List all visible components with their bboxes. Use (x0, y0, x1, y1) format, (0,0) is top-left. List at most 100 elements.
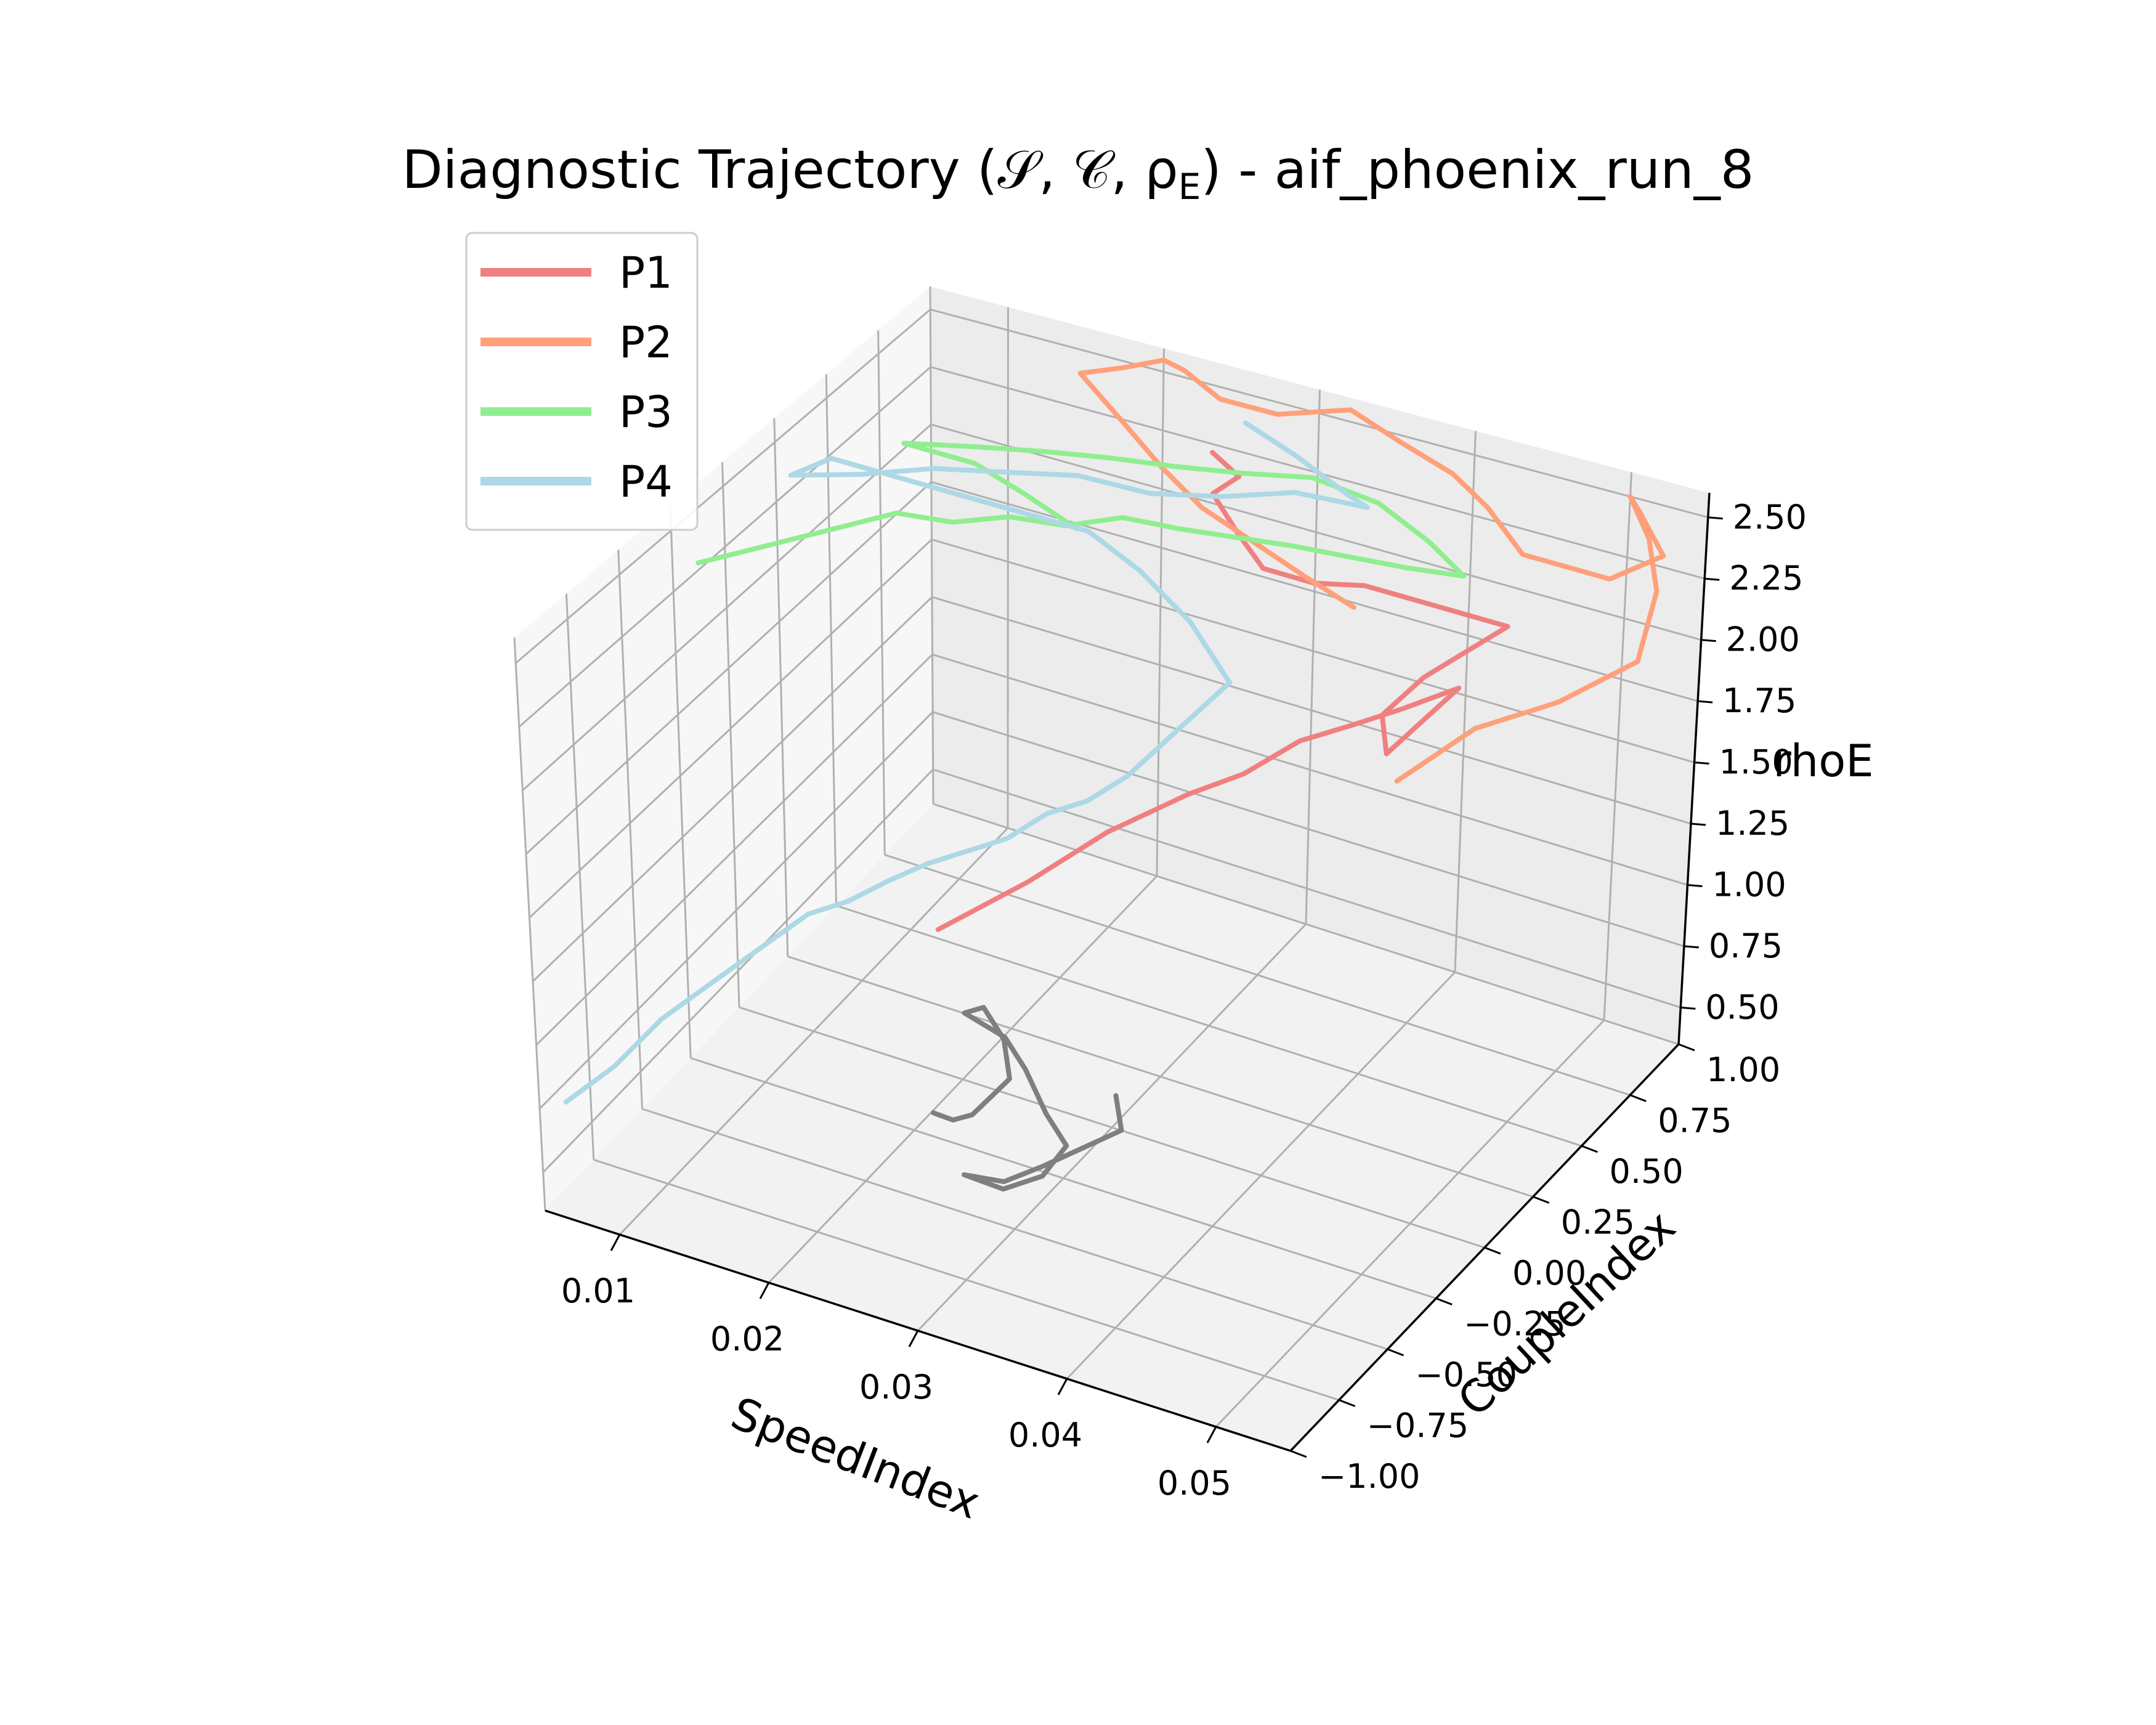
y-grid-wall (773, 418, 789, 957)
y-grid-wall (721, 461, 740, 1008)
z-grid-left (518, 366, 931, 728)
y-tick-label: −1.00 (1318, 1457, 1420, 1496)
z-tick-label: 0.50 (1705, 988, 1779, 1026)
y-grid-wall (825, 374, 837, 906)
legend-label: P1 (619, 248, 673, 298)
y-tick-labels: −1.00 −0.75 −0.50 −0.25 0.00 0.25 0.50 0.75 1.00 (1290, 1043, 1780, 1496)
y-grid-floor (642, 1108, 1388, 1350)
z-grid-left (525, 481, 932, 855)
legend-label: P2 (619, 317, 673, 368)
x-grid-wall (1603, 472, 1632, 1021)
y-tick-mark (1339, 1399, 1356, 1407)
z-grid-back (932, 653, 1688, 886)
z-tick-mark (1687, 883, 1703, 887)
series-line-p1 (935, 450, 1510, 932)
legend: P1 P2 P3 P4 (465, 232, 699, 531)
y-tick-mark (1629, 1094, 1647, 1102)
chart-title-tail: ) - aif_phoenix_run_8 (1201, 139, 1754, 201)
legend-label: P3 (619, 387, 673, 437)
z-grid-back (931, 596, 1692, 825)
x-tick-label: 0.02 (710, 1320, 784, 1358)
y-grid-floor (836, 904, 1582, 1147)
y-tick-mark (1581, 1145, 1599, 1153)
y-grid-wall (669, 506, 692, 1058)
chart-title-main: Diagnostic Trajectory (𝒮, 𝒞, ρ (402, 139, 1178, 201)
chart-title: Diagnostic Trajectory (𝒮, 𝒞, ρE) - aif_p… (402, 139, 1754, 208)
y-tick-mark (1484, 1246, 1501, 1255)
z-grid-left (529, 538, 933, 919)
y-grid-floor (787, 956, 1534, 1198)
x-tick-labels: 0.01 0.02 0.03 0.04 0.05 (561, 1234, 1231, 1503)
z-axis-label: rhoE (1773, 735, 1874, 787)
x-axis-label: SpeedIndex (724, 1387, 987, 1528)
y-grid-floor (690, 1057, 1437, 1299)
series-line-p4 (563, 420, 1370, 1105)
z-tick-label: 2.00 (1726, 620, 1800, 659)
y-grid-wall (617, 550, 643, 1110)
x-tick-mark (759, 1282, 770, 1299)
chart-title-subscript: E (1178, 166, 1201, 208)
y-tick-mark (1678, 1043, 1695, 1052)
z-grid-left (542, 768, 934, 1174)
x-tick-label: 0.05 (1157, 1464, 1231, 1503)
y-grid-floor (933, 803, 1679, 1045)
y-grid-wall (929, 286, 934, 805)
z-grid-left (532, 596, 933, 983)
y-tick-mark (1533, 1196, 1550, 1204)
x-tick-label: 0.04 (1008, 1416, 1082, 1455)
z-grid-left (515, 309, 931, 664)
x-tick-mark (1206, 1426, 1217, 1443)
x-grid-wall (1454, 431, 1477, 973)
y-grid-floor (884, 854, 1631, 1096)
y-grid-wall (513, 637, 546, 1211)
x-tick-mark (1057, 1378, 1068, 1395)
y-tick-label: −0.75 (1367, 1406, 1469, 1445)
z-tick-mark (1708, 516, 1723, 520)
z-grid-left (535, 654, 933, 1046)
y-tick-mark (1290, 1450, 1307, 1458)
series-line-p2 (1077, 357, 1666, 784)
z-tick-label: 0.75 (1709, 927, 1783, 965)
z-tick-mark (1697, 700, 1713, 704)
series-line-p3 (695, 440, 1467, 579)
x-tick-mark (908, 1330, 919, 1347)
y-tick-label: −0.50 (1416, 1355, 1517, 1394)
series-line-unlabeled (931, 1005, 1124, 1192)
z-grid-back (931, 538, 1695, 763)
z-tick-label: 1.50 (1719, 743, 1793, 782)
z-tick-label: 2.50 (1733, 498, 1807, 537)
z-tick-mark (1680, 1006, 1696, 1010)
legend-frame (465, 232, 699, 531)
y-grid-floor (739, 1006, 1485, 1249)
z-tick-label: 2.25 (1729, 559, 1803, 598)
z-grid-back (932, 711, 1685, 948)
series-layer (563, 357, 1666, 1192)
x-grid-wall (1156, 348, 1165, 877)
z-tick-mark (1690, 822, 1706, 826)
z-grid-left (522, 423, 932, 792)
legend-label: P4 (619, 457, 673, 507)
z-tick-mark (1694, 761, 1709, 765)
x-tick-label: 0.01 (561, 1272, 635, 1310)
y-tick-label: 0.25 (1561, 1203, 1635, 1242)
x-tick-label: 0.03 (859, 1368, 933, 1406)
y-tick-label: 0.50 (1610, 1152, 1684, 1191)
y-tick-label: 0.00 (1512, 1254, 1586, 1293)
back-wall-pane (930, 286, 1709, 1044)
z-tick-mark (1701, 639, 1716, 643)
z-tick-mark (1704, 577, 1720, 581)
z-tick-mark (1684, 945, 1700, 949)
grid-lines (513, 286, 1709, 1452)
y-grid-floor (593, 1159, 1340, 1401)
y-grid-wall (565, 593, 595, 1160)
y-tick-label: 1.00 (1706, 1050, 1780, 1089)
y-tick-mark (1387, 1348, 1404, 1357)
y-tick-label: 0.75 (1658, 1102, 1732, 1140)
z-tick-labels: 0.50 0.75 1.00 1.25 1.50 1.75 2.00 2.25 2.50 (1680, 498, 1807, 1026)
y-grid-wall (877, 330, 886, 855)
z-tick-label: 1.00 (1712, 865, 1786, 904)
z-tick-label: 1.25 (1716, 804, 1789, 843)
y-tick-mark (1435, 1297, 1453, 1305)
